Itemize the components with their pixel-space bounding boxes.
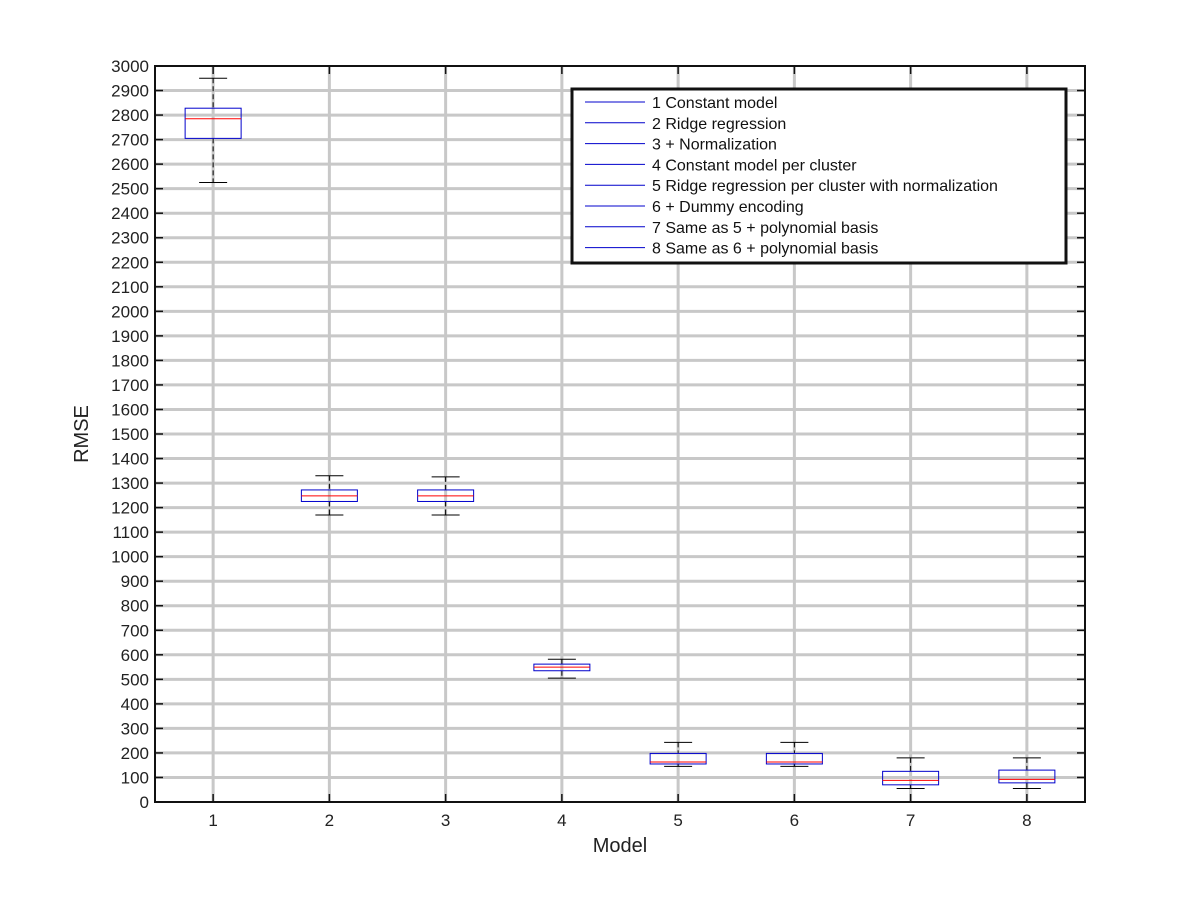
x-tick-label: 1 xyxy=(208,811,217,830)
y-tick-label: 1400 xyxy=(111,450,149,469)
x-tick-labels: 1 2 3 4 5 6 7 8 xyxy=(208,811,1031,830)
interquartile-box xyxy=(649,752,707,765)
box-series xyxy=(184,77,1056,790)
y-tick-label: 900 xyxy=(121,572,149,591)
y-tick-label: 800 xyxy=(121,597,149,616)
x-tick-label: 5 xyxy=(673,811,682,830)
y-tick-label: 2400 xyxy=(111,204,149,223)
y-tick-label: 2000 xyxy=(111,302,149,321)
y-tick-label: 3000 xyxy=(111,57,149,76)
y-tick-label: 500 xyxy=(121,670,149,689)
interquartile-box xyxy=(882,770,940,786)
legend-label: 1 Constant model xyxy=(652,95,777,112)
y-tick-label: 200 xyxy=(121,744,149,763)
box-6 xyxy=(765,741,823,767)
y-tick-label: 1800 xyxy=(111,351,149,370)
y-tick-label: 1900 xyxy=(111,327,149,346)
legend-label: 4 Constant model per cluster xyxy=(652,157,857,174)
y-tick-label: 2900 xyxy=(111,82,149,101)
x-tick-label: 2 xyxy=(325,811,334,830)
legend-label: 8 Same as 6 + polynomial basis xyxy=(652,241,878,258)
y-tick-label: 1100 xyxy=(112,523,149,542)
x-tick-label: 6 xyxy=(790,811,799,830)
y-tick-label: 100 xyxy=(121,768,149,787)
y-tick-label: 1600 xyxy=(111,400,149,419)
box-4 xyxy=(533,658,591,679)
y-tick-label: 400 xyxy=(121,695,149,714)
legend-label: 3 + Normalization xyxy=(652,137,777,154)
legend-label: 7 Same as 5 + polynomial basis xyxy=(652,220,878,237)
y-tick-label: 1300 xyxy=(111,474,149,493)
legend-box xyxy=(570,87,1068,265)
interquartile-box xyxy=(184,107,242,139)
legend-label: 6 + Dummy encoding xyxy=(652,199,804,216)
interquartile-box xyxy=(765,752,823,765)
box-2 xyxy=(300,475,358,516)
box-1 xyxy=(184,77,242,184)
box-7 xyxy=(882,757,940,790)
y-tick-label: 700 xyxy=(121,621,149,640)
y-tick-label: 1200 xyxy=(111,499,149,518)
y-tick-label: 2500 xyxy=(111,180,149,199)
y-tick-label: 1700 xyxy=(111,376,149,395)
legend-label: 2 Ridge regression xyxy=(652,116,786,133)
y-tick-label: 2600 xyxy=(111,155,149,174)
y-tick-label: 600 xyxy=(121,646,149,665)
y-tick-label: 2300 xyxy=(111,229,149,248)
y-tick-label: 2800 xyxy=(111,106,149,125)
box-8 xyxy=(998,757,1056,790)
x-tick-label: 3 xyxy=(441,811,450,830)
y-tick-label: 0 xyxy=(140,793,149,812)
legend: 1 Constant model 2 Ridge regression 3 + No… xyxy=(570,87,1068,265)
y-tick-label: 1500 xyxy=(111,425,149,444)
interquartile-box xyxy=(998,769,1056,784)
y-tick-label: 1000 xyxy=(111,548,149,567)
box-5 xyxy=(649,741,707,767)
y-tick-label: 300 xyxy=(121,719,149,738)
y-axis-label: RMSE xyxy=(71,405,93,463)
box-3 xyxy=(417,476,475,516)
legend-label: 5 Ridge regression per cluster with norm… xyxy=(652,178,998,195)
x-tick-label: 8 xyxy=(1022,811,1031,830)
x-tick-label: 7 xyxy=(906,811,915,830)
x-axis-label: Model xyxy=(593,835,647,857)
axis-ticks xyxy=(155,65,1085,803)
y-tick-labels: 0 100 200 300 400 500 600 700 800 900 1000 1100 1200… xyxy=(111,57,149,812)
y-tick-label: 2700 xyxy=(111,131,149,150)
x-tick-label: 4 xyxy=(557,811,566,830)
y-tick-label: 2200 xyxy=(111,253,149,272)
y-tick-label: 2100 xyxy=(111,278,149,297)
